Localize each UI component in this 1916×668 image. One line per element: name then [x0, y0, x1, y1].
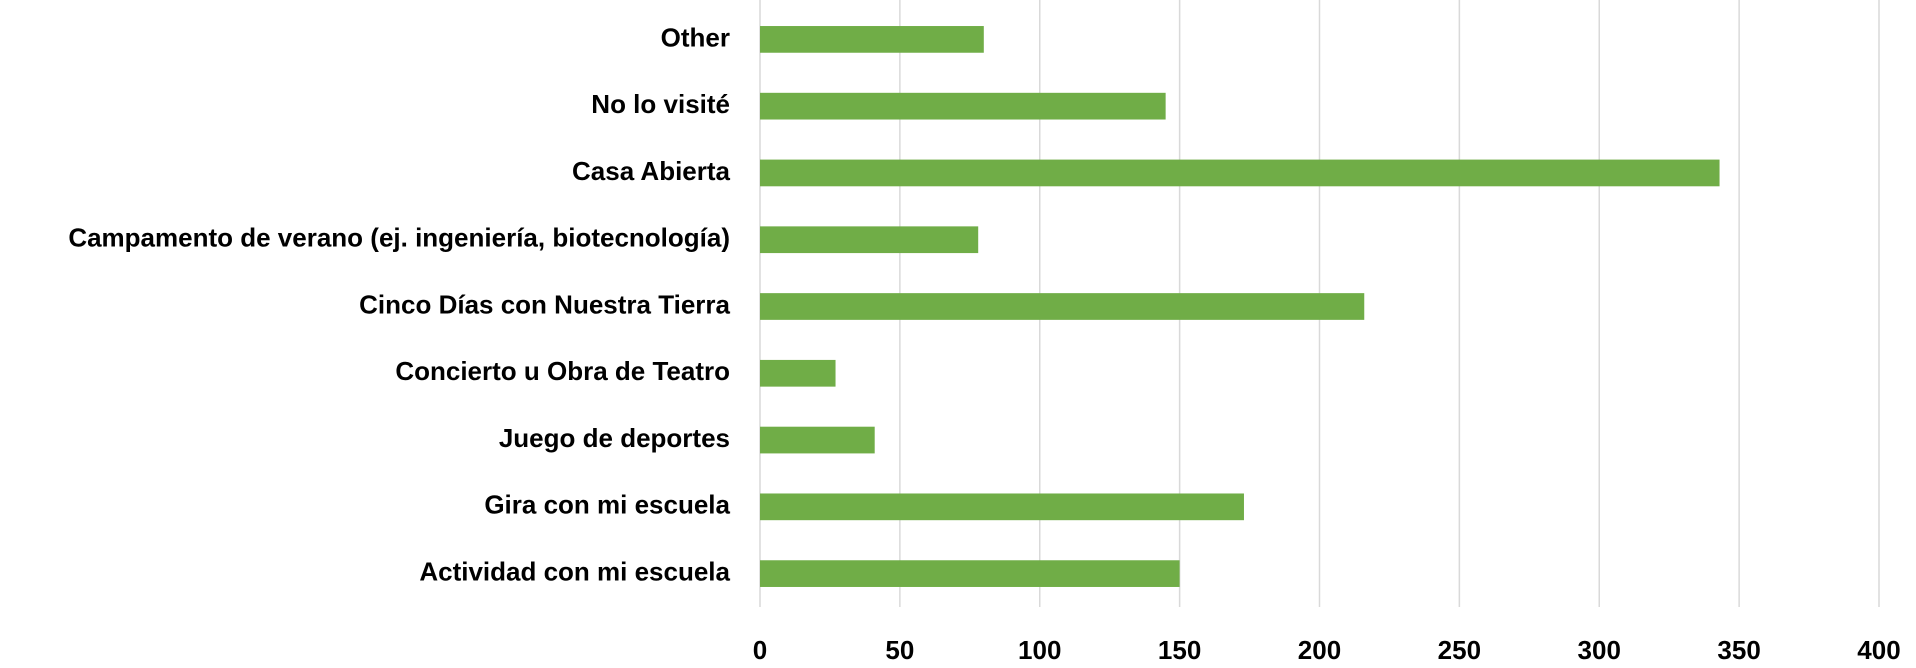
bar [760, 493, 1244, 521]
bar [760, 426, 875, 454]
x-tick-label: 100 [1018, 635, 1061, 665]
x-tick-label: 50 [885, 635, 914, 665]
y-tick-label: Actividad con mi escuela [419, 556, 730, 586]
x-tick-label: 0 [753, 635, 767, 665]
x-tick-label: 150 [1158, 635, 1201, 665]
x-tick-label: 300 [1578, 635, 1621, 665]
y-tick-label: Concierto u Obra de Teatro [395, 356, 730, 386]
bar [760, 26, 984, 53]
y-tick-label: No lo visité [591, 89, 730, 119]
y-tick-label: Casa Abierta [572, 156, 731, 186]
bar [760, 226, 979, 254]
x-tick-label: 250 [1438, 635, 1481, 665]
y-tick-label: Campamento de verano (ej. ingeniería, bi… [68, 223, 730, 253]
bar [760, 92, 1166, 120]
bar [760, 293, 1365, 320]
y-tick-label: Cinco Días con Nuestra Tierra [359, 289, 730, 319]
y-tick-label: Juego de deportes [499, 423, 730, 453]
bar [760, 560, 1180, 587]
y-tick-label: Other [661, 22, 730, 52]
y-tick-label: Gira con mi escuela [484, 490, 730, 520]
x-tick-label: 200 [1298, 635, 1341, 665]
bar [760, 159, 1720, 187]
bar [760, 359, 836, 387]
x-tick-label: 350 [1717, 635, 1760, 665]
x-tick-label: 400 [1857, 635, 1900, 665]
